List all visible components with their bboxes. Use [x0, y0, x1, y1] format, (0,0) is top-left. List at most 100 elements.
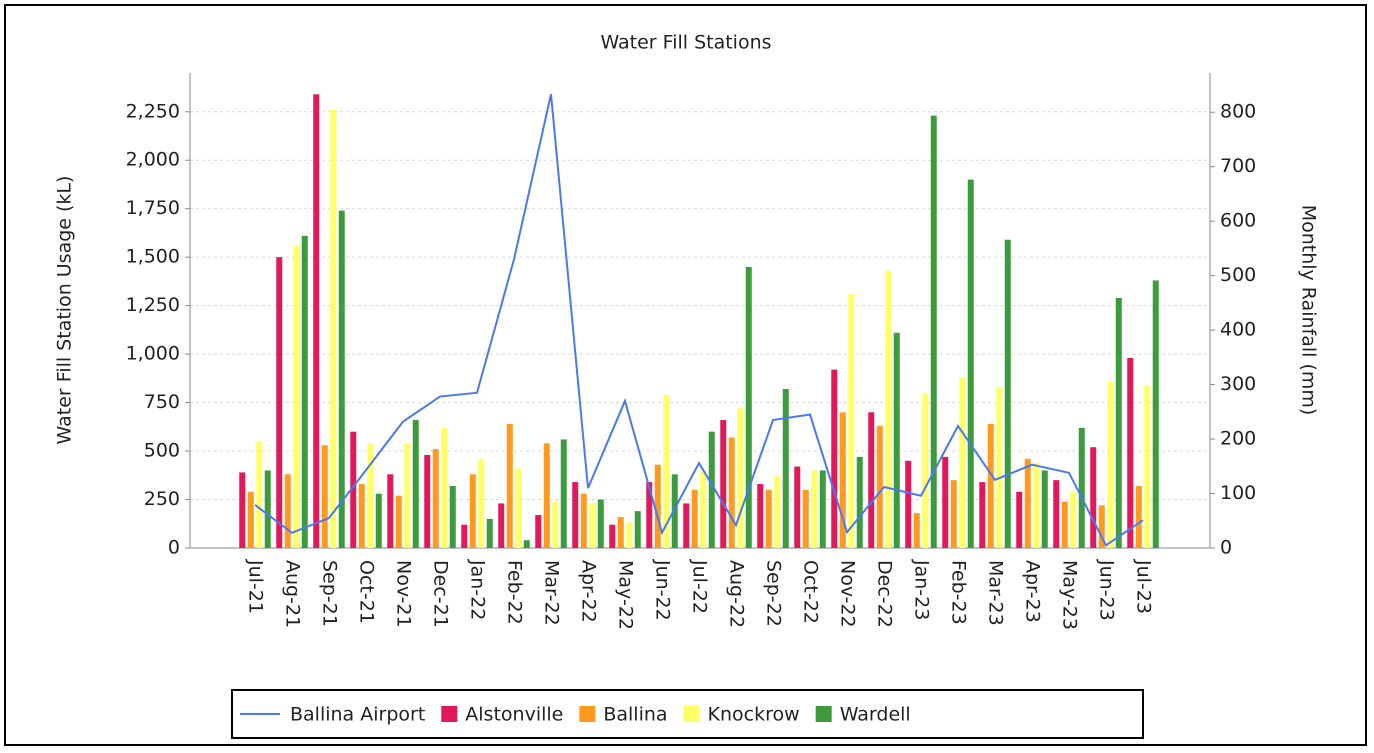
x-tick-label: Aug-21 — [282, 560, 304, 628]
x-tick-label: Dec-22 — [874, 560, 896, 628]
bar — [572, 482, 579, 548]
y-tick-label: 2,250 — [126, 100, 180, 122]
bar — [745, 266, 752, 548]
bar — [412, 420, 419, 548]
bar — [967, 179, 974, 548]
bar — [432, 449, 439, 548]
legend-swatch — [579, 706, 596, 722]
bar — [996, 387, 1003, 548]
legend-label: Ballina Airport — [290, 704, 425, 726]
bar — [1078, 427, 1085, 548]
bar — [461, 524, 468, 548]
x-tick-label: Jul-21 — [245, 559, 267, 614]
bar — [395, 495, 402, 548]
bar — [338, 210, 345, 548]
bar — [905, 460, 912, 548]
bar — [1004, 239, 1011, 549]
bar — [700, 470, 707, 548]
x-tick-label: Oct-22 — [800, 560, 822, 624]
bar — [848, 294, 855, 548]
bar — [856, 456, 863, 548]
bar — [1070, 491, 1077, 548]
y2-tick-label: 600 — [1220, 210, 1256, 232]
bar — [469, 474, 476, 548]
bar — [313, 94, 320, 548]
legend-label: Wardell — [840, 704, 911, 726]
bar — [646, 482, 653, 548]
bar — [478, 458, 485, 548]
bar — [293, 245, 300, 548]
bar — [1033, 462, 1040, 548]
bar — [387, 474, 394, 548]
bar — [276, 257, 283, 548]
bar — [424, 454, 431, 548]
bar — [330, 109, 337, 548]
chart-title: Water Fill Stations — [600, 32, 771, 54]
bar — [239, 472, 246, 548]
bar — [486, 518, 493, 548]
bar — [811, 470, 818, 548]
bar — [654, 464, 661, 548]
y2-axis-label: Monthly Rainfall (mm) — [1298, 205, 1320, 416]
y-tick-label: 1,750 — [126, 197, 180, 219]
y-tick-label: 0 — [168, 537, 180, 559]
bar — [1024, 458, 1031, 548]
legend-label: Ballina — [603, 704, 667, 726]
bar — [922, 392, 929, 548]
bar — [774, 476, 781, 548]
bar — [1090, 447, 1097, 548]
bar — [930, 115, 937, 548]
bar — [737, 408, 744, 548]
bar — [301, 235, 308, 548]
x-tick-label: Oct-21 — [356, 560, 378, 624]
y2-tick-label: 300 — [1220, 373, 1256, 395]
x-tick-label: Feb-23 — [948, 560, 970, 625]
bar — [691, 489, 698, 548]
bar — [893, 332, 900, 548]
x-tick-label: Apr-23 — [1022, 560, 1044, 623]
bar — [979, 482, 986, 548]
bar — [449, 485, 456, 548]
y-tick-label: 2,000 — [126, 149, 180, 171]
bar — [950, 480, 957, 548]
bar — [609, 524, 616, 548]
bar — [831, 369, 838, 548]
bar — [367, 443, 374, 548]
bar — [708, 431, 715, 548]
bar — [959, 377, 966, 548]
bar — [1107, 381, 1114, 548]
bar — [284, 474, 291, 548]
bar — [839, 412, 846, 548]
bar — [350, 431, 357, 548]
bar — [515, 468, 522, 548]
bar — [552, 501, 559, 548]
y2-tick-label: 400 — [1220, 319, 1256, 341]
x-tick-label: May-23 — [1059, 560, 1081, 630]
bar — [1053, 480, 1060, 548]
bar — [794, 466, 801, 548]
bar — [247, 491, 254, 548]
bar — [404, 443, 411, 548]
legend-swatch — [815, 706, 832, 722]
y2-tick-label: 100 — [1220, 482, 1256, 504]
bar — [358, 484, 365, 548]
legend-swatch — [441, 706, 458, 722]
x-tick-label: Jul-22 — [689, 559, 711, 614]
bar — [441, 427, 448, 548]
bar — [671, 474, 678, 548]
legend-label: Alstonville — [465, 704, 563, 726]
x-tick-label: Mar-22 — [541, 560, 563, 626]
x-tick-label: Nov-21 — [393, 560, 415, 628]
bar — [321, 445, 328, 548]
bar — [543, 443, 550, 548]
y-axis-label: Water Fill Station Usage (kL) — [54, 176, 76, 445]
bar — [802, 489, 809, 548]
bar — [913, 513, 920, 548]
y2-tick-label: 200 — [1220, 428, 1256, 450]
bar — [782, 389, 789, 548]
legend-label: Knockrow — [708, 704, 800, 726]
bar — [942, 456, 949, 548]
x-tick-label: Dec-21 — [430, 560, 452, 628]
bar — [1098, 505, 1105, 548]
x-tick-label: Nov-22 — [837, 560, 859, 628]
